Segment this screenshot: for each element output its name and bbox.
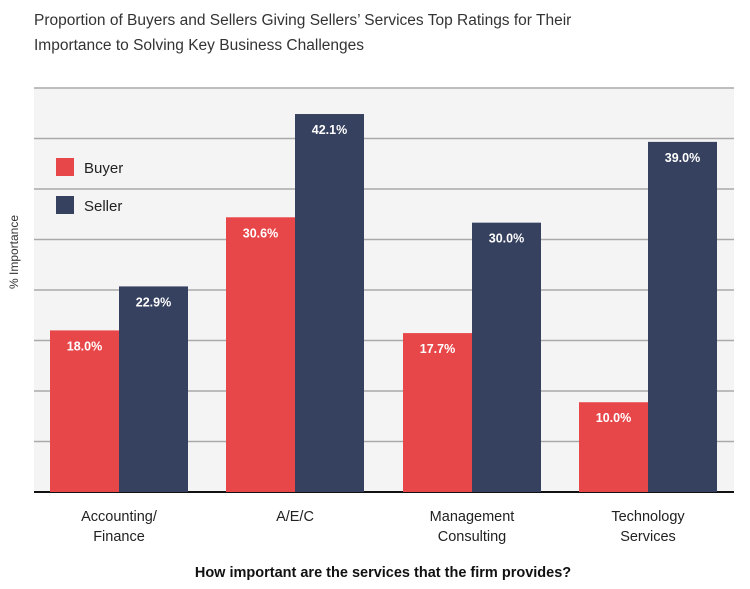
data-label: 10.0%: [596, 411, 631, 425]
bar-buyer: [579, 402, 648, 492]
x-tick-label: Services: [620, 529, 676, 545]
y-axis-label: % Importance: [7, 215, 21, 289]
data-label: 30.6%: [243, 226, 278, 240]
x-tick-label: Management: [430, 509, 515, 525]
x-tick-label: Technology: [611, 509, 685, 525]
chart-title-line-1: Proportion of Buyers and Sellers Giving …: [34, 12, 572, 29]
legend-label-buyer: Buyer: [84, 160, 123, 177]
data-label: 17.7%: [420, 342, 455, 356]
chart-title-line-2: Importance to Solving Key Business Chall…: [34, 37, 364, 54]
x-axis-title: How important are the services that the …: [195, 565, 571, 581]
bar-seller: [648, 141, 717, 492]
x-tick-label: Consulting: [438, 529, 507, 545]
bar-buyer: [403, 333, 472, 492]
data-label: 30.0%: [489, 232, 524, 246]
data-label: 22.9%: [136, 295, 171, 309]
data-label: 42.1%: [312, 123, 347, 137]
bar-seller: [472, 222, 541, 492]
data-label: 18.0%: [67, 339, 102, 353]
legend-label-seller: Seller: [84, 198, 122, 215]
bar-buyer: [226, 217, 295, 492]
x-tick-label: A/E/C: [276, 509, 314, 525]
x-tick-label: Accounting/: [81, 509, 158, 525]
bar-seller: [295, 114, 364, 492]
legend-swatch-buyer: [56, 158, 74, 176]
chart-title: Proportion of Buyers and Sellers Giving …: [34, 8, 734, 58]
bar-seller: [119, 286, 188, 492]
legend-swatch-seller: [56, 196, 74, 214]
data-label: 39.0%: [665, 151, 700, 165]
x-tick-label: Finance: [93, 529, 145, 545]
bar-buyer: [50, 330, 119, 492]
